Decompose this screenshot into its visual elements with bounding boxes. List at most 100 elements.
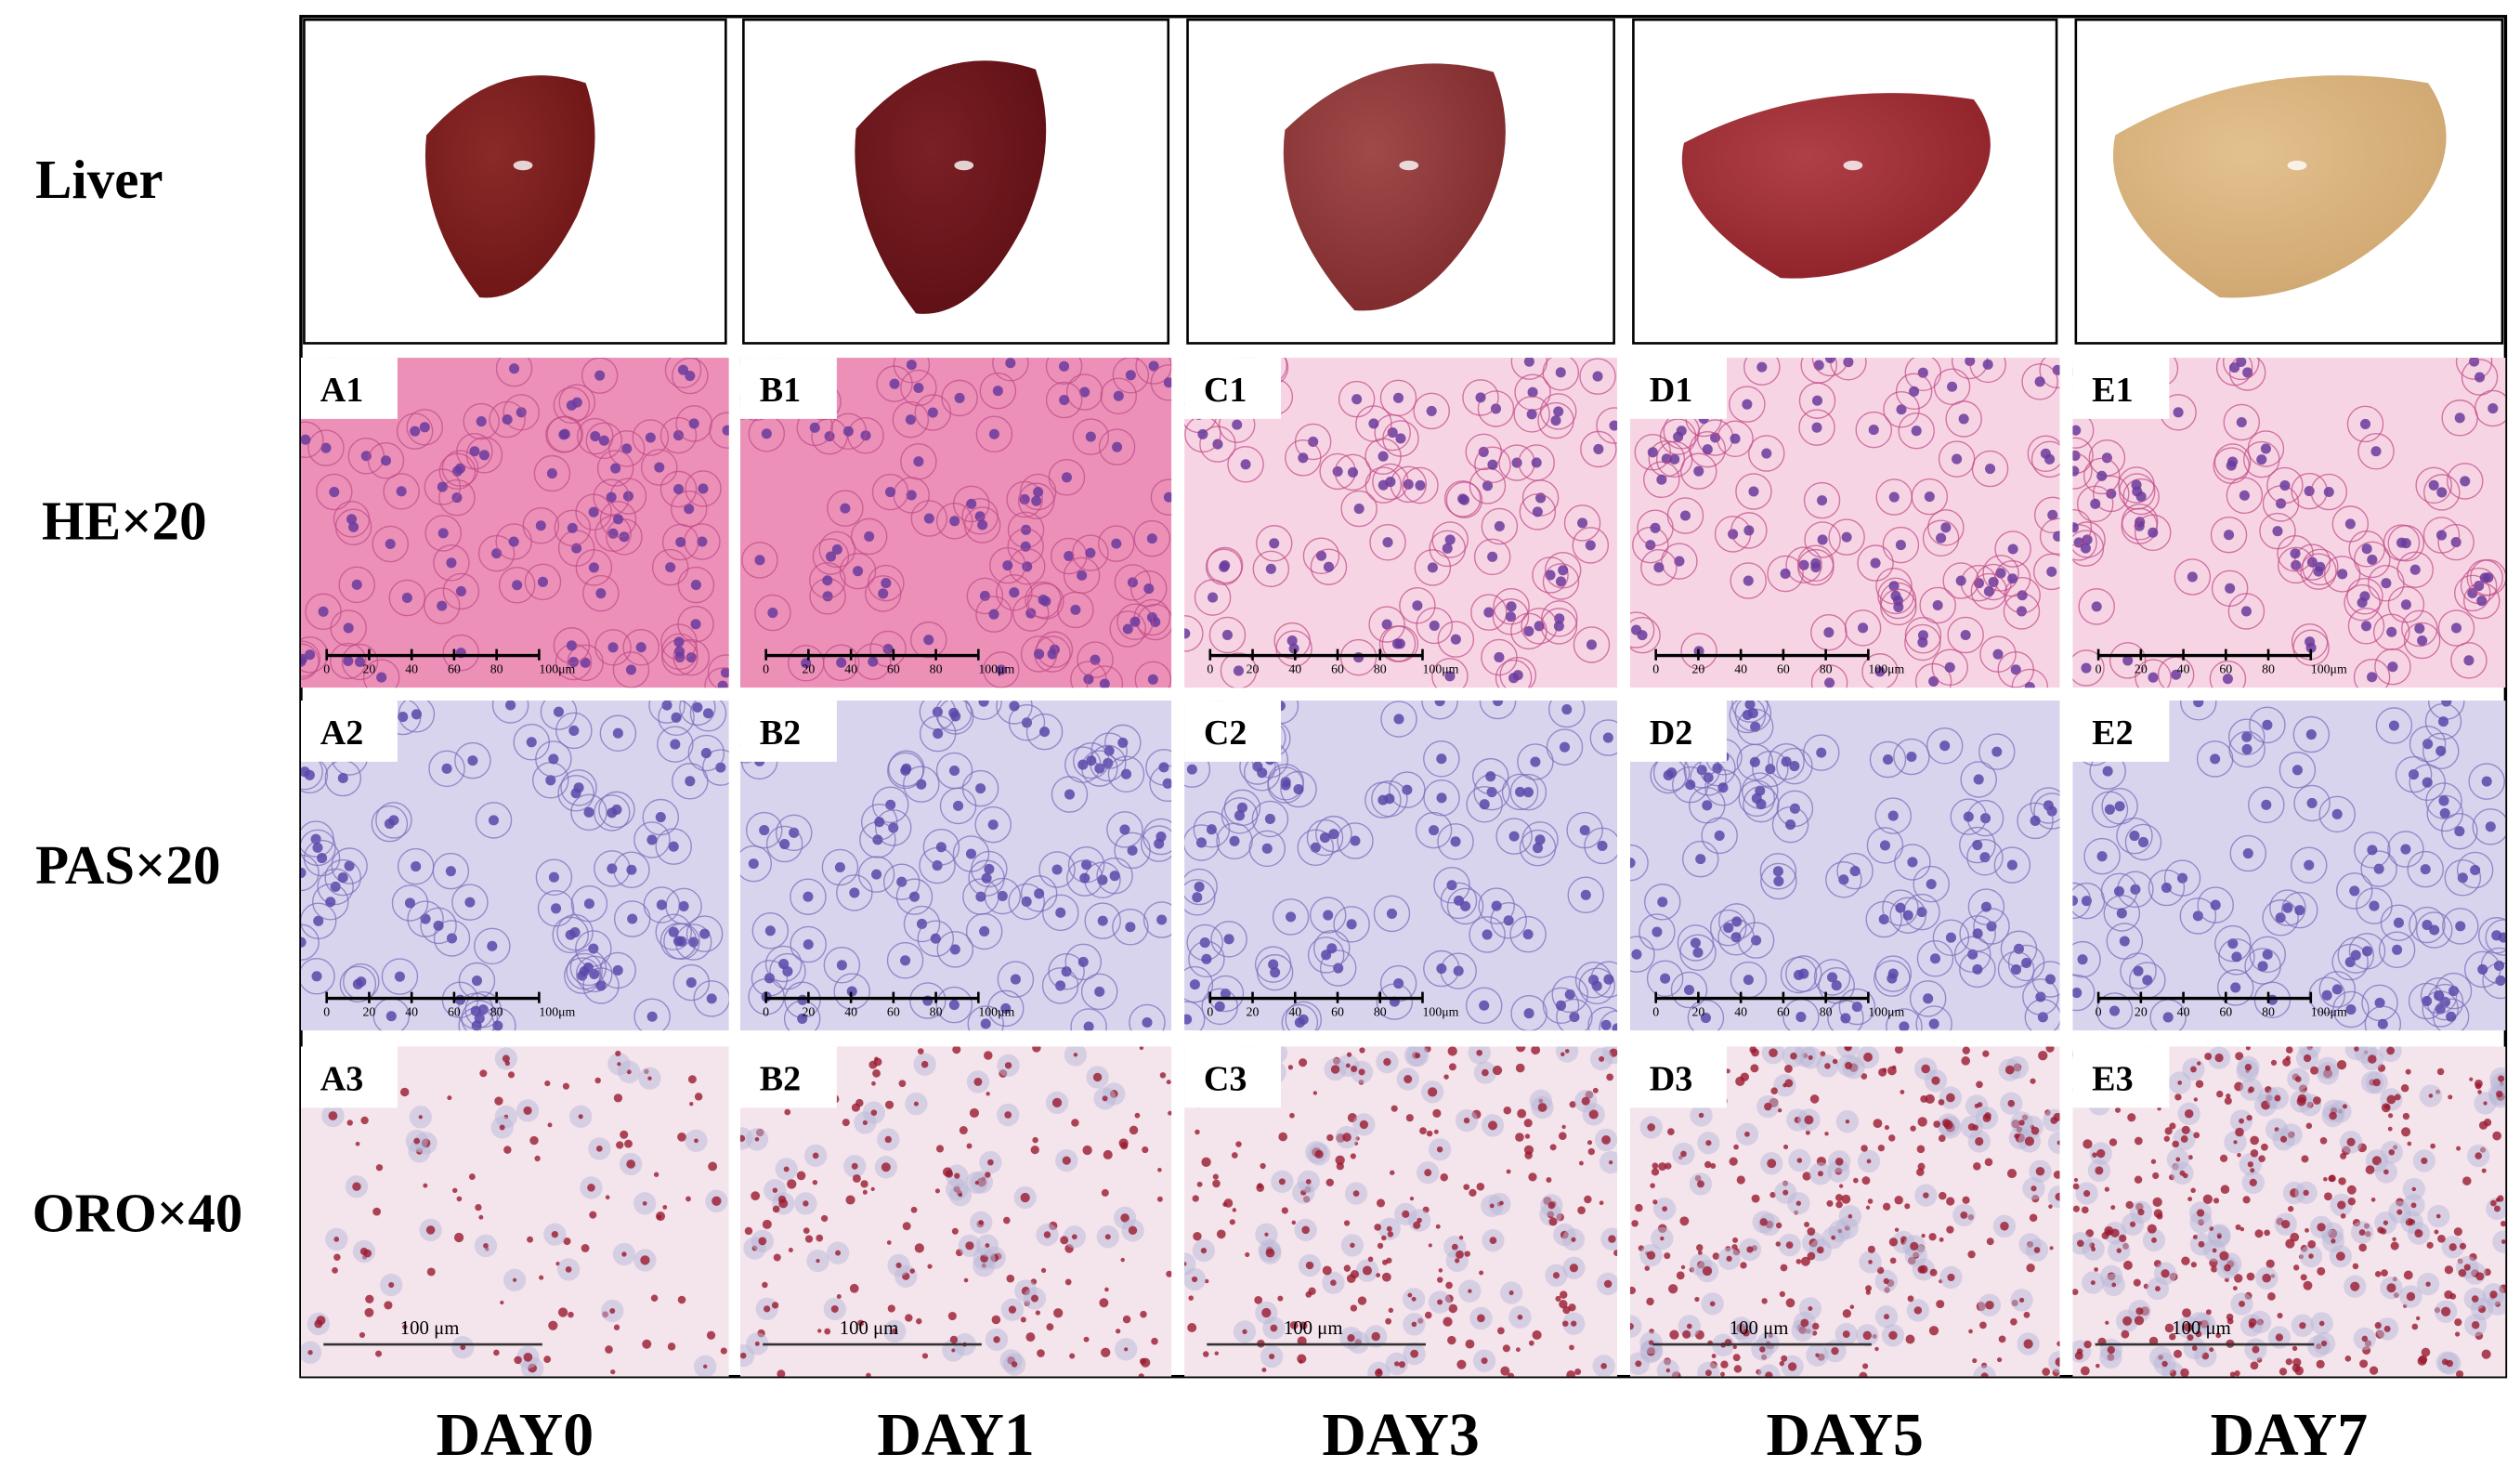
nucleus [2122,655,2134,666]
cell [1967,888,2005,925]
cell [1681,840,1719,878]
nucleus [1125,922,1136,933]
nucleus [1747,708,1758,719]
cell [1637,509,1674,547]
nucleus [885,799,896,810]
lipid [2448,1094,2453,1100]
nucleus [1294,1017,1305,1028]
nucleus [2072,895,2079,906]
lipid [2262,1273,2272,1283]
lipid [1438,1268,1443,1273]
lipid [1030,1294,1038,1303]
lipid [1571,1320,1577,1327]
nucleus [1070,604,1081,615]
lipid [1600,1363,1607,1369]
cell [989,546,1026,584]
cell [2463,582,2500,620]
cell [1911,478,1949,516]
label-box [300,701,398,762]
lipid [1517,1314,1523,1320]
nucleus [588,506,599,517]
lipid [1411,1321,1417,1328]
nucleus [1785,819,1796,831]
cell [1828,518,1865,556]
lipid [1720,1360,1729,1369]
cell [941,379,978,417]
lipid [2053,1112,2060,1121]
cell [1877,577,1914,615]
nucleus [905,414,916,426]
nucleus [2463,655,2474,666]
nucleus [612,514,624,525]
cell [952,485,990,523]
lipid [2107,1345,2115,1355]
lipid [1603,1279,1613,1289]
lipid [1979,1321,1987,1329]
nucleus [1085,547,1096,558]
lipid [965,1241,974,1251]
nucleus [1559,741,1571,753]
nucleus [2161,882,2172,894]
nucleus [1457,493,1469,504]
cell [1933,368,1971,406]
lipid [500,1300,504,1305]
nucleus [1384,793,1395,805]
lipid [2042,1368,2051,1376]
cell [1903,893,1940,931]
lipid [1736,1175,1745,1185]
nucleus [344,860,355,871]
micrograph [300,358,729,688]
lipid [860,1180,868,1188]
cell [1947,616,1984,654]
nucleus [2305,729,2317,740]
cell [2425,782,2462,819]
nucleus [840,503,851,514]
lipid [413,1137,421,1145]
lipid [2205,1309,2212,1316]
cell [1184,868,1218,906]
lipid [1696,1244,1704,1251]
nucleus [1206,824,1217,835]
lipid [2386,1094,2396,1105]
cell [1038,851,1076,888]
nucleus [2129,831,2140,842]
nucleus [1944,661,1955,673]
lipid [895,1262,902,1268]
nucleus [2331,808,2343,819]
lipid [934,1188,940,1194]
lipid [1261,1307,1272,1318]
lipid [2048,1204,2053,1209]
cell [1210,921,1247,958]
lipid [2359,1359,2369,1369]
lipid [2053,1171,2060,1179]
lipid [712,1196,722,1206]
scale-label: 40 [1734,1004,1747,1018]
cell [2403,622,2441,660]
scale-label: 0 [1652,661,1659,675]
lipid [1751,1194,1760,1203]
cell [2121,504,2159,541]
cell [575,955,613,993]
cell [2228,358,2266,391]
lipid [2374,1321,2382,1329]
lipid [1092,1072,1103,1082]
cell [974,805,1012,844]
lipid [2264,1229,2271,1237]
nucleus [1523,1008,1534,1019]
lipid [1242,1329,1247,1335]
lipid [1968,1329,1973,1334]
cell [1644,884,1681,921]
lipid [1676,1271,1685,1280]
nucleus [699,928,711,939]
scale-label: 60 [887,661,900,675]
nucleus [778,958,790,970]
lipid [2232,1286,2238,1290]
lipid [1166,1080,1171,1085]
lipid [1201,1157,1211,1167]
cell [1926,727,1964,765]
lipid [616,1141,624,1149]
lipid [1873,1119,1883,1129]
lipid [551,1230,559,1238]
lipid [870,1186,875,1192]
nucleus [1593,443,1604,454]
